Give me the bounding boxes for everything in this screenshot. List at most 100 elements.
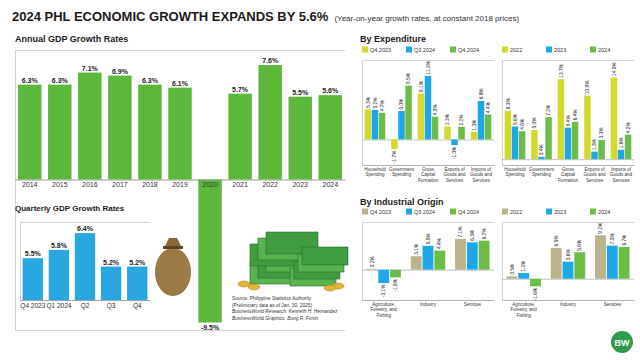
bar: [478, 101, 484, 140]
legend: Q4 2023Q3 2024Q4 2024: [362, 47, 479, 54]
bar: [75, 233, 95, 300]
label-line: Services: [464, 302, 482, 307]
x-tick-label: GovernmentSpending: [529, 167, 555, 177]
label-line: Industry: [560, 302, 577, 307]
chart-0: 6.3%6.3%7.1%6.9%6.3%6.1%-9.5%5.7%7.6%5.5…: [15, 34, 346, 331]
bar: [432, 117, 438, 140]
bar: [518, 273, 529, 279]
data-labels: 0.5%6.5%9.2%1.2%3.6%7.0%-1.6%5.6%6.7%: [510, 222, 627, 300]
y-axis: [362, 61, 494, 166]
x-tick: HouseholdSpending: [504, 167, 526, 177]
data-label: 6.3%: [470, 229, 475, 241]
background: [0, 0, 640, 360]
chart-title: By Expenditure: [360, 34, 426, 44]
bar: [168, 88, 191, 180]
label-line: Formation: [558, 178, 579, 183]
y-tick: [502, 159, 634, 160]
legend-label: Q4 2023: [370, 47, 391, 53]
chart-4: 0.2%3.1%7.1%-3.1%5.5%6.3%-1.8%4.4%6.7%Ag…: [360, 197, 495, 318]
coin: [248, 284, 260, 290]
x-tick-label: 2019: [172, 181, 188, 188]
y-axis: [15, 51, 345, 331]
bar: [625, 135, 631, 160]
data-label: 4.4%: [437, 237, 442, 249]
bars: [505, 78, 632, 160]
bar: [391, 139, 397, 149]
x-tick-label: Industry: [420, 302, 437, 307]
label-line: Services: [472, 178, 490, 183]
data-labels: 8.3%5.0%13.7%10.9%14.0%5.6%0.4%5.4%1.3%1…: [506, 62, 631, 156]
bar: [565, 128, 571, 159]
data-label: 0.4%: [539, 144, 544, 156]
x-tick: 2019: [172, 181, 188, 188]
legend-swatch: [546, 47, 552, 53]
baseline: [362, 139, 494, 140]
x-tick-label: Exports ofGoods andServices: [443, 167, 466, 182]
bar: [258, 65, 281, 179]
bar: [451, 139, 457, 145]
x-tick: 2022: [262, 181, 278, 188]
bar: [591, 152, 597, 160]
bar: [618, 150, 624, 159]
x-tick: Services: [464, 302, 482, 307]
data-label: 4.8%: [520, 118, 525, 130]
x-tick-label: GrossCapitalFormation: [418, 167, 439, 182]
data-label: 5.3%: [366, 96, 371, 108]
baseline: [502, 279, 634, 280]
x-tick: Services: [604, 302, 622, 307]
money-bag-tie: [163, 246, 183, 249]
data-label: 6.9%: [112, 68, 129, 75]
data-label: 0.2%: [370, 256, 375, 268]
legend-swatch: [546, 209, 552, 215]
x-tick-label: Industry: [560, 302, 577, 307]
x-tick-label: Exports ofGoods andServices: [583, 167, 606, 182]
legend-label: Q3 2024: [414, 209, 435, 215]
y-axis: [20, 223, 150, 301]
y-axis-line: [363, 61, 495, 166]
data-label: 14.0%: [612, 62, 617, 76]
x-tick-label: Q4: [133, 302, 142, 310]
y-axis-line: [363, 223, 495, 301]
legend-swatch: [450, 47, 456, 53]
bar: [619, 247, 630, 279]
data-label: 7.0%: [610, 232, 615, 244]
y-axis: [362, 223, 494, 301]
legend-label: 2024: [598, 209, 610, 215]
x-tick-label: Services: [464, 302, 482, 307]
legend-swatch: [362, 47, 368, 53]
data-label: 3.6%: [566, 249, 571, 261]
logo-circle: [611, 331, 633, 353]
x-tick: Agriculture,Forestry, andFishing: [511, 302, 538, 317]
x-tick: Industry: [420, 302, 437, 307]
data-label: -3.1%: [381, 284, 386, 297]
y-tick: [362, 139, 494, 140]
data-label: 5.0%: [532, 117, 537, 129]
bar: [485, 114, 491, 139]
money-bag: [155, 248, 191, 296]
data-label: 5.5%: [292, 89, 309, 96]
title: 2024 PHL ECONOMIC GROWTH EXPANDS BY 5.6%: [12, 9, 329, 24]
x-tick-label: Q2: [81, 302, 90, 310]
legend-swatch: [406, 47, 412, 53]
x-axis-line: [16, 179, 346, 180]
bar: [108, 76, 131, 180]
data-label: 5.6%: [513, 113, 518, 125]
data-label: 11.2%: [426, 60, 431, 74]
bar: [505, 111, 511, 159]
data-label: 1.6%: [619, 137, 624, 149]
bar: [366, 268, 377, 270]
data-label: 7.1%: [458, 226, 463, 238]
data-label: 1.2%: [521, 260, 526, 272]
bar: [572, 122, 578, 159]
source-line: BusinessWorld Research: Kenneth H. Herna…: [232, 309, 338, 314]
bar: [519, 131, 525, 159]
bar: [423, 246, 434, 270]
data-labels: 5.3%-1.7%8.1%2.3%1.3%5.2%5.0%11.2%-1.0%6…: [366, 60, 491, 163]
bar: [512, 127, 518, 160]
decoration: [155, 232, 348, 296]
bar: [228, 94, 251, 180]
bars: [18, 65, 342, 322]
coin: [324, 285, 336, 291]
data-labels: 0.2%3.1%7.1%-3.1%5.5%6.3%-1.8%4.4%6.7%: [370, 226, 487, 297]
bar: [558, 79, 564, 159]
